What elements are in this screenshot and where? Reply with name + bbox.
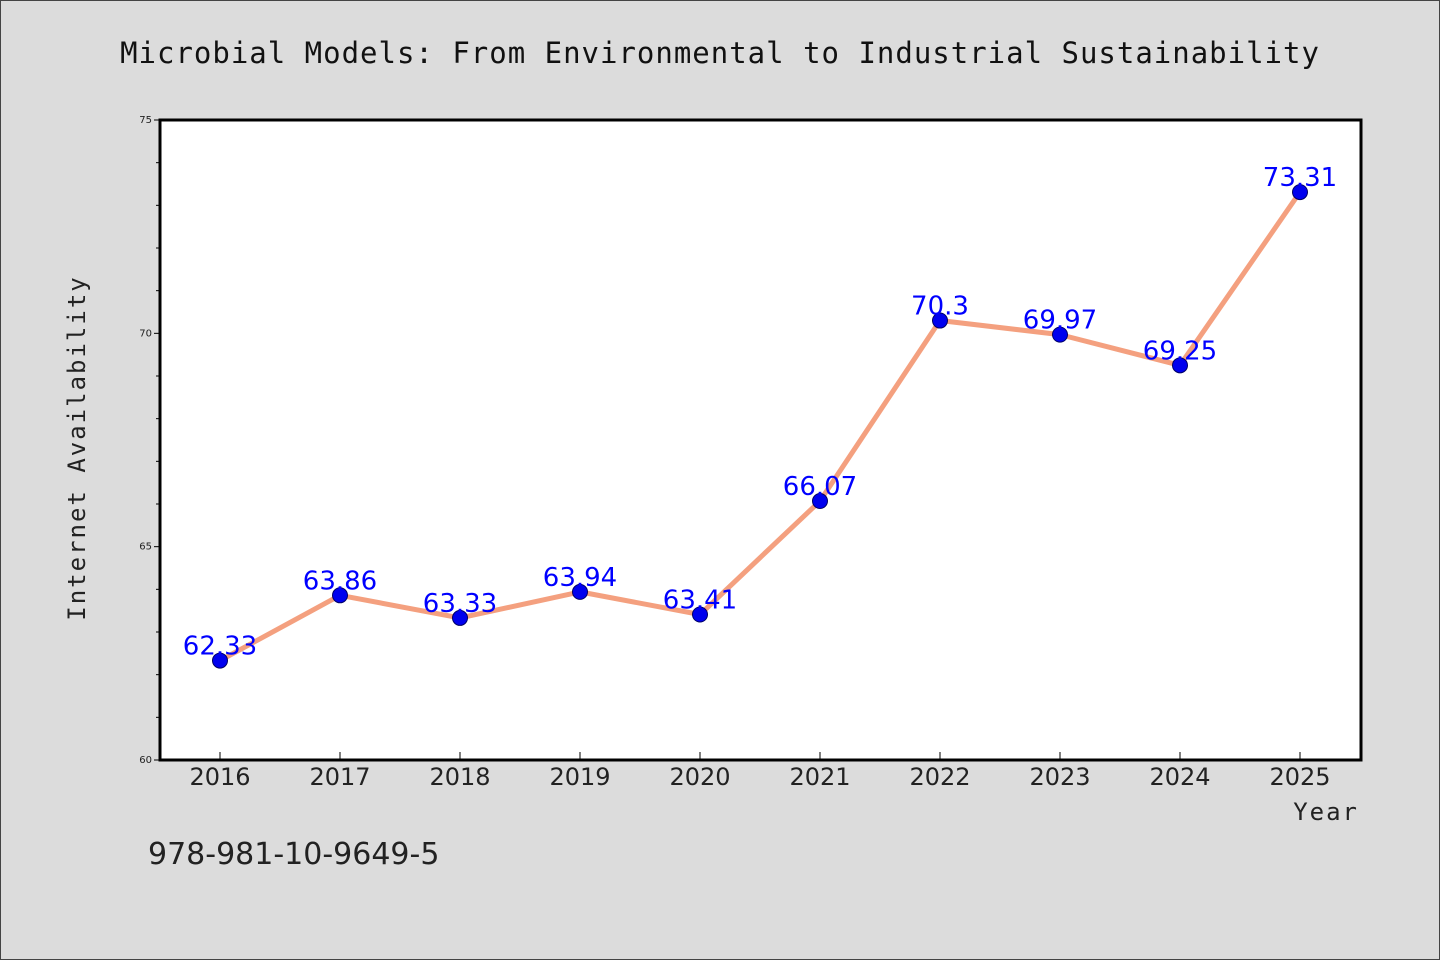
data-label: 69.97 [1023,306,1097,336]
data-point [1172,357,1188,374]
data-label: 66.07 [783,472,857,502]
y-tick-label: 60 [139,755,152,766]
series-line-group [217,189,1303,664]
x-tick-label: 2023 [1029,763,1090,791]
data-label: 63.41 [663,586,737,616]
x-tick-label: 2018 [429,763,490,791]
x-tick-label: 2021 [789,763,850,791]
chart-title: Microbial Models: From Environmental to … [120,36,1320,70]
data-point [932,312,948,329]
data-labels-group: 62.33 63.86 63.33 63.94 63.41 66.07 70.3 69.97 6… [183,163,1337,661]
data-point [452,609,468,626]
x-tick-label: 2016 [189,763,250,791]
data-label: 63.33 [423,589,497,619]
x-tick-label: 2019 [549,763,610,791]
isbn-text: 978-981-10-9649-5 [148,837,439,872]
data-label: 62.33 [183,632,257,662]
y-tick-label: 65 [139,542,152,553]
x-tick-label: 2025 [1269,763,1330,791]
x-axis: 2016 2017 2018 2019 2020 2021 2022 2023 2024 2025 [189,752,1331,791]
x-tick-label: 2024 [1149,763,1210,791]
data-point [572,583,588,600]
data-label: 73.31 [1263,163,1337,193]
data-label: 63.86 [303,566,377,596]
series-line [217,189,1303,664]
data-point [1292,184,1308,201]
data-point [692,606,708,623]
plot-area [158,118,1363,762]
y-axis: 60 65 70 75 [139,115,160,766]
data-point [1052,326,1068,343]
x-tick-label: 2022 [909,763,970,791]
data-label: 70.3 [911,292,969,322]
series-markers-group [212,184,1308,669]
y-tick-label: 75 [139,115,152,126]
x-tick-label: 2017 [309,763,370,791]
data-label: 63.94 [543,563,617,593]
data-label: 69.25 [1143,336,1217,366]
data-point [212,652,228,669]
y-tick-label: 70 [139,328,152,339]
x-axis-label: Year [1293,798,1359,826]
data-point [332,587,348,604]
data-point [812,493,828,510]
x-tick-label: 2020 [669,763,730,791]
y-axis-label: Internet Availability [63,275,91,620]
